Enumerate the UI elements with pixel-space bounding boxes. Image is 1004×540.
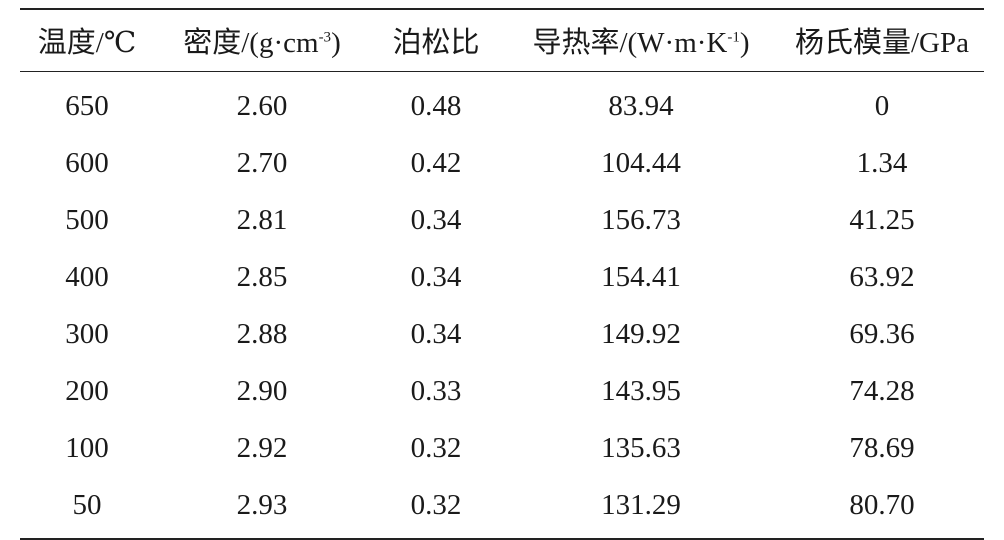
table-body: 650 2.60 0.48 83.94 0 600 2.70 0.42 104.… [20, 71, 984, 539]
table-row: 500 2.81 0.34 156.73 41.25 [20, 192, 984, 249]
table-row: 50 2.93 0.32 131.29 80.70 [20, 477, 984, 539]
cell-temperature: 650 [65, 89, 109, 122]
cell-poisson-ratio: 0.42 [410, 146, 462, 179]
table-header: 温度/℃ 密度/(g·cm-3) 泊松比 导热率/(W·m·K-1) 杨氏模量/… [20, 9, 984, 71]
table-row: 650 2.60 0.48 83.94 0 [20, 71, 984, 135]
cell-density: 2.88 [236, 317, 288, 350]
cell-temperature: 200 [65, 374, 109, 407]
cell-youngs-modulus: 0 [874, 89, 890, 122]
cell-youngs-modulus: 69.36 [849, 317, 915, 350]
table-row: 200 2.90 0.33 143.95 74.28 [20, 363, 984, 420]
cell-thermal-conductivity: 131.29 [601, 488, 681, 521]
cell-temperature: 400 [65, 260, 109, 293]
cell-poisson-ratio: 0.48 [410, 89, 462, 122]
cell-poisson-ratio: 0.34 [410, 260, 462, 293]
cell-density: 2.92 [236, 431, 288, 464]
cell-youngs-modulus: 1.34 [856, 146, 908, 179]
cell-thermal-conductivity: 135.63 [601, 431, 681, 464]
cell-density: 2.81 [236, 203, 288, 236]
material-properties-table-container: 温度/℃ 密度/(g·cm-3) 泊松比 导热率/(W·m·K-1) 杨氏模量/… [20, 8, 984, 540]
cell-thermal-conductivity: 104.44 [601, 146, 681, 179]
table-row: 300 2.88 0.34 149.92 69.36 [20, 306, 984, 363]
cell-temperature: 50 [72, 488, 102, 521]
cell-thermal-conductivity: 83.94 [608, 89, 674, 122]
cell-poisson-ratio: 0.34 [410, 203, 462, 236]
cell-poisson-ratio: 0.34 [410, 317, 462, 350]
header-density: 密度/(g·cm-3) [183, 27, 341, 60]
cell-density: 2.60 [236, 89, 288, 122]
cell-youngs-modulus: 74.28 [849, 374, 915, 407]
cell-poisson-ratio: 0.32 [410, 488, 462, 521]
header-row: 温度/℃ 密度/(g·cm-3) 泊松比 导热率/(W·m·K-1) 杨氏模量/… [20, 9, 984, 71]
cell-thermal-conductivity: 156.73 [601, 203, 681, 236]
cell-youngs-modulus: 41.25 [849, 203, 915, 236]
cell-youngs-modulus: 78.69 [849, 431, 915, 464]
cell-thermal-conductivity: 149.92 [601, 317, 681, 350]
cell-thermal-conductivity: 154.41 [601, 260, 681, 293]
cell-poisson-ratio: 0.33 [410, 374, 462, 407]
cell-temperature: 300 [65, 317, 109, 350]
table-row: 400 2.85 0.34 154.41 63.92 [20, 249, 984, 306]
cell-thermal-conductivity: 143.95 [601, 374, 681, 407]
cell-density: 2.70 [236, 146, 288, 179]
cell-density: 2.93 [236, 488, 288, 521]
header-youngs-modulus: 杨氏模量/GPa [794, 27, 969, 60]
cell-temperature: 100 [65, 431, 109, 464]
cell-density: 2.90 [236, 374, 288, 407]
cell-temperature: 500 [65, 203, 109, 236]
table-row: 600 2.70 0.42 104.44 1.34 [20, 135, 984, 192]
header-temperature: 温度/℃ [37, 27, 137, 60]
cell-temperature: 600 [65, 146, 109, 179]
cell-youngs-modulus: 63.92 [849, 260, 915, 293]
cell-poisson-ratio: 0.32 [410, 431, 462, 464]
material-properties-table: 温度/℃ 密度/(g·cm-3) 泊松比 导热率/(W·m·K-1) 杨氏模量/… [20, 8, 984, 540]
header-thermal-conductivity: 导热率/(W·m·K-1) [532, 27, 750, 60]
cell-density: 2.85 [236, 260, 288, 293]
table-row: 100 2.92 0.32 135.63 78.69 [20, 420, 984, 477]
cell-youngs-modulus: 80.70 [849, 488, 915, 521]
header-poisson-ratio: 泊松比 [392, 27, 480, 60]
